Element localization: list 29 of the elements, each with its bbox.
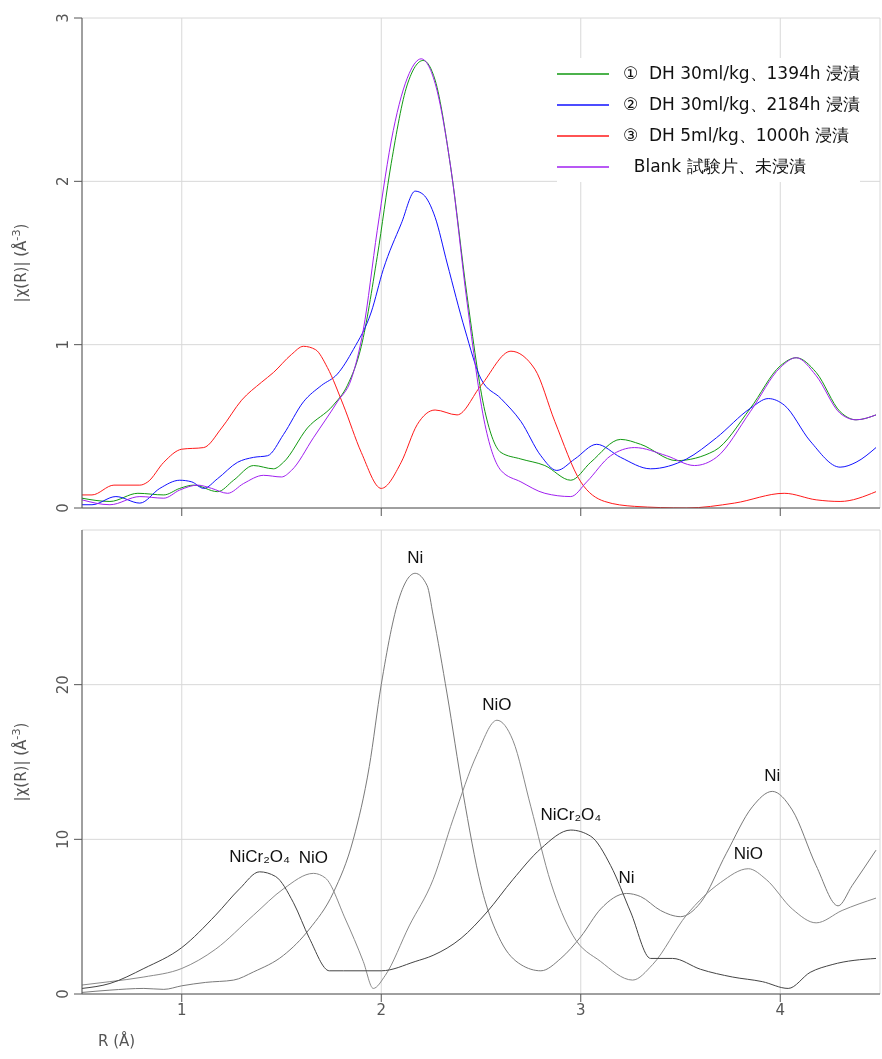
- annotation: NiO: [298, 848, 329, 868]
- annotation: NiCr₂O₄: [229, 846, 290, 866]
- legend-label: ① DH 30ml/kg、1394h 浸漬: [622, 62, 860, 85]
- annotation: Ni: [618, 868, 635, 888]
- annotation: NiCr₂O₄: [540, 805, 602, 825]
- annotation: Ni: [407, 548, 424, 568]
- y-tick-label: 3: [54, 13, 72, 23]
- y-tick-label: 0: [54, 503, 72, 513]
- x-tick-label: 4: [775, 1000, 786, 1019]
- line-series: [82, 829, 877, 989]
- y-tick-label: 1: [54, 339, 72, 350]
- legend-label: ③ DH 5ml/kg、1000h 浸漬: [622, 124, 850, 147]
- annotation: NiO: [733, 843, 763, 863]
- y-tick-label: 2: [54, 176, 72, 187]
- legend-label: ② DH 30ml/kg、2184h 浸漬: [622, 93, 860, 116]
- legend-label: Blank 試験片、未浸漬: [632, 155, 806, 178]
- y-tick-label: 20: [54, 675, 72, 695]
- line-series: [82, 719, 877, 989]
- annotation: NiO: [482, 695, 512, 715]
- y-tick-label: 0: [54, 989, 72, 999]
- line-series: [82, 345, 877, 508]
- y-tick-label: 10: [54, 829, 72, 849]
- annotation: Ni: [764, 766, 781, 786]
- line-series: [82, 572, 877, 993]
- x-tick-label: 2: [376, 1000, 387, 1019]
- x-axis-title: R (Å): [97, 1031, 136, 1050]
- x-tick-label: 1: [176, 1000, 187, 1019]
- x-tick-label: 3: [575, 1000, 586, 1019]
- line-series: [82, 190, 877, 506]
